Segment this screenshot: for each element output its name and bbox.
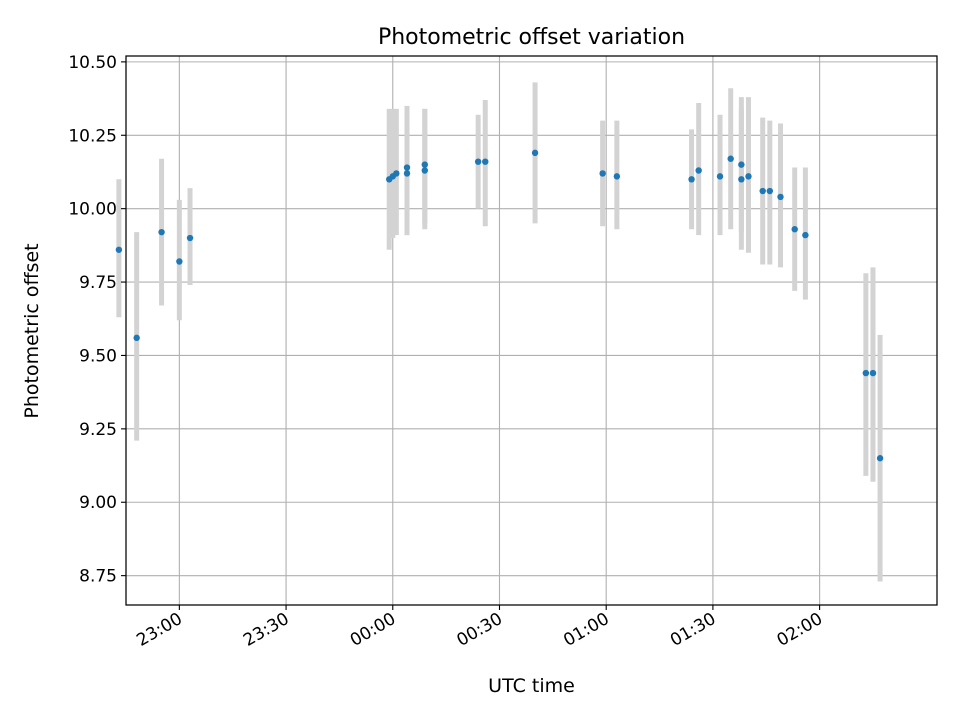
data-point	[403, 164, 411, 171]
data-point	[759, 187, 766, 195]
data-point	[791, 226, 798, 233]
data-point	[766, 187, 774, 195]
x-tick-label: 00:30	[454, 609, 506, 651]
y-tick-label: 9.75	[79, 273, 117, 293]
data-point	[393, 170, 400, 177]
y-tick-label: 10.25	[68, 126, 117, 146]
data-point	[802, 231, 809, 239]
y-axis-label: Photometric offset	[21, 243, 43, 418]
x-axis-label: UTC time	[488, 675, 575, 697]
data-point	[158, 228, 165, 236]
data-point	[727, 155, 734, 162]
data-point	[531, 149, 539, 157]
data-point	[738, 176, 745, 183]
data-point	[421, 161, 428, 168]
grid	[126, 56, 937, 605]
data-point	[777, 193, 784, 201]
x-tick-label: 01:30	[667, 609, 719, 651]
data-point	[421, 167, 428, 174]
data-point	[695, 167, 702, 174]
data-point	[862, 369, 870, 377]
x-tick-label: 23:00	[133, 609, 185, 651]
data-point	[738, 161, 745, 168]
data-point	[186, 234, 194, 242]
y-tick-label: 10.50	[68, 53, 117, 73]
x-tick-label: 00:00	[347, 609, 399, 651]
chart-title: Photometric offset variation	[378, 25, 685, 50]
y-tick-label: 9.50	[79, 346, 117, 366]
data-point	[876, 455, 884, 462]
data-point	[869, 369, 877, 377]
y-tick-label: 9.00	[79, 493, 117, 513]
data-point	[115, 246, 123, 253]
y-tick-label: 9.25	[79, 420, 117, 440]
plot-frame	[125, 55, 938, 606]
data-point	[745, 173, 752, 180]
data-points	[115, 149, 884, 462]
data-point	[176, 258, 183, 265]
data-point	[688, 176, 695, 183]
data-point	[599, 170, 606, 177]
x-tick-label: 01:00	[560, 609, 612, 651]
data-point	[482, 158, 489, 165]
data-point	[474, 158, 482, 165]
data-point	[716, 173, 724, 180]
y-tick-label: 8.75	[79, 567, 117, 587]
x-tick-label: 23:30	[240, 609, 292, 651]
data-point	[613, 173, 621, 180]
data-point	[403, 170, 411, 177]
x-tick-label: 02:00	[774, 609, 826, 651]
y-tick-label: 10.00	[68, 200, 117, 220]
data-point	[133, 334, 140, 342]
